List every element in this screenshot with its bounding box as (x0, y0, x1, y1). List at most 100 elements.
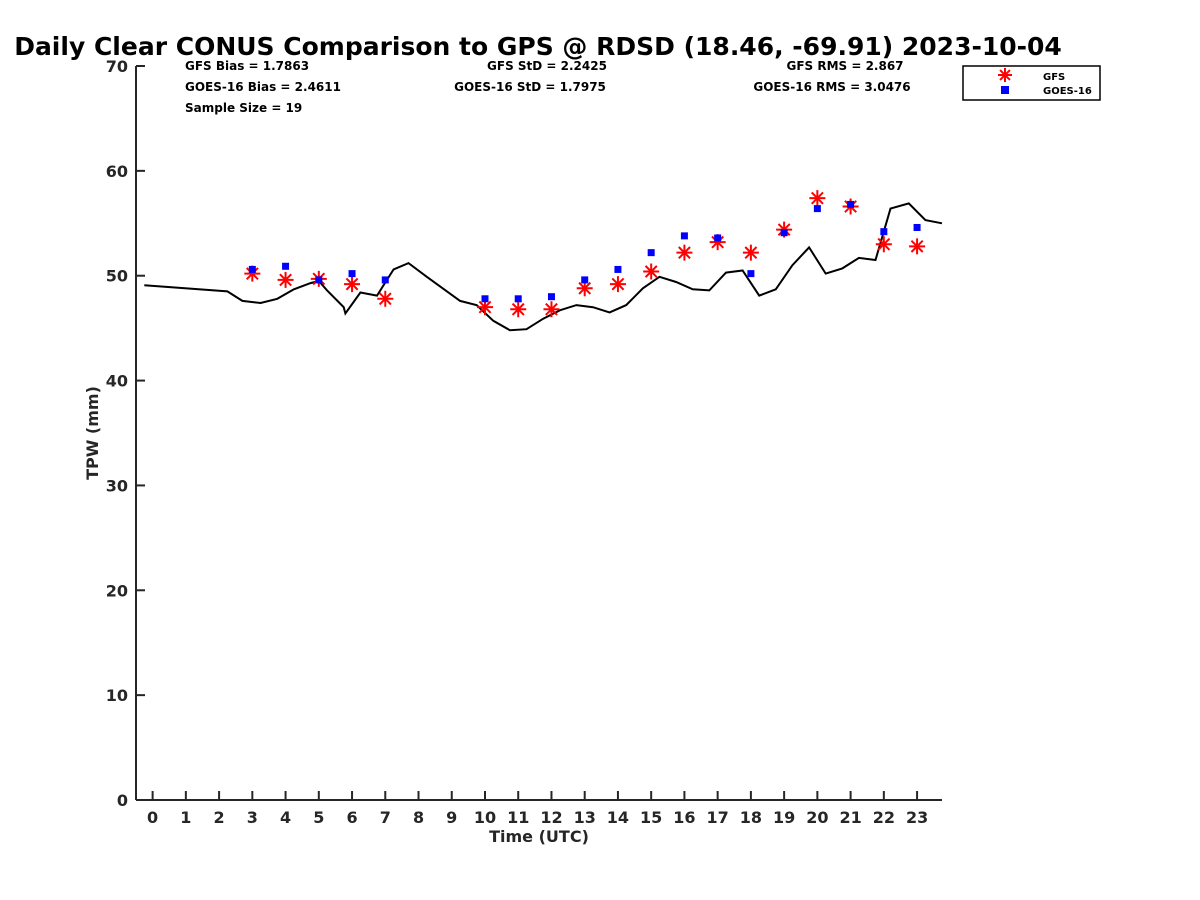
legend-gfs-label: GFS (1043, 72, 1065, 83)
asterisk-stroke (245, 267, 259, 280)
stat-goes-bias: GOES-16 Bias = 2.4611 (185, 80, 341, 94)
legend-gfs-marker (998, 68, 1012, 82)
goes16-point (381, 276, 389, 284)
gfs-point (643, 263, 660, 280)
asterisk-icon (998, 68, 1012, 82)
goes16-point (647, 249, 655, 257)
goes16-point (747, 270, 755, 278)
y-tick-label: 60 (106, 162, 128, 181)
x-tick-label: 14 (607, 808, 629, 827)
x-tick-label: 23 (906, 808, 928, 827)
stats-block: GFS Bias = 1.7863 GOES-16 Bias = 2.4611 … (185, 59, 911, 115)
asterisk-stroke (345, 277, 359, 291)
goes16-point (581, 276, 589, 284)
goes16-point (913, 223, 921, 231)
asterisk-stroke (744, 246, 758, 260)
y-tick-label: 70 (106, 57, 128, 76)
goes16-point (680, 232, 688, 240)
x-tick-label: 4 (280, 808, 291, 827)
stat-sample-size: Sample Size = 19 (185, 101, 302, 115)
asterisk-stroke (999, 69, 1011, 81)
x-tick-label: 19 (773, 808, 795, 827)
legend: GFS GOES-16 (962, 65, 1101, 101)
x-tick-label: 13 (574, 808, 596, 827)
goes16-point (714, 234, 722, 242)
goes16-point (514, 295, 522, 303)
x-tick-label: 8 (413, 808, 424, 827)
asterisk-stroke (810, 191, 824, 205)
legend-goes16-label: GOES-16 (1043, 86, 1092, 97)
asterisk-stroke (545, 302, 558, 316)
x-tick-label: 0 (147, 808, 158, 827)
goes16-point (481, 295, 489, 303)
asterisk-stroke (678, 246, 691, 260)
goes16-point (248, 265, 256, 273)
goes16-point (547, 293, 555, 301)
x-tick-label: 3 (247, 808, 258, 827)
x-tick-label: 1 (180, 808, 191, 827)
goes16-point (847, 200, 855, 208)
gfs-point (809, 190, 826, 207)
goes16-point (614, 265, 622, 273)
gfs-point (909, 238, 926, 255)
asterisk-stroke (578, 281, 592, 295)
gfs-point (609, 276, 626, 293)
y-tick-label: 0 (117, 791, 128, 810)
gfs-point (244, 265, 261, 282)
goes16-point (880, 228, 888, 236)
y-tick-label: 40 (106, 372, 128, 391)
y-tick-label: 20 (106, 581, 128, 600)
x-tick-label: 11 (507, 808, 529, 827)
goes16-point (780, 229, 788, 237)
x-tick-label: 20 (806, 808, 828, 827)
goes16-point (348, 270, 356, 278)
gfs-point (377, 290, 394, 307)
legend-goes16-marker (1001, 86, 1009, 94)
gfs-point (277, 271, 294, 288)
goes16-point (282, 262, 290, 270)
y-tick-label: 10 (106, 686, 128, 705)
stat-gfs-rms: GFS RMS = 2.867 (786, 59, 903, 73)
legend-box (962, 65, 1101, 101)
goes16-point (813, 205, 821, 213)
series-gfs (244, 190, 926, 318)
x-tick-label: 21 (839, 808, 861, 827)
stat-goes-std: GOES-16 StD = 1.7975 (454, 80, 606, 94)
asterisk-stroke (478, 300, 492, 314)
asterisk-stroke (910, 239, 924, 253)
gfs-point (676, 244, 693, 261)
x-tick-label: 22 (873, 808, 895, 827)
gfs-point (510, 301, 527, 318)
stat-goes-rms: GOES-16 RMS = 3.0476 (753, 80, 910, 94)
x-tick-label: 2 (214, 808, 225, 827)
asterisk-stroke (511, 302, 525, 316)
x-tick-label: 12 (540, 808, 562, 827)
goes16-point (315, 276, 323, 284)
y-tick-label: 30 (106, 476, 128, 495)
gfs-point (875, 236, 892, 253)
gfs-point (742, 244, 759, 261)
gfs-point (543, 301, 560, 318)
x-tick-label: 10 (474, 808, 496, 827)
gps-line (144, 202, 943, 332)
x-tick-label: 9 (446, 808, 457, 827)
x-tick-label: 5 (313, 808, 324, 827)
x-tick-label: 17 (707, 808, 729, 827)
x-tick-label: 6 (346, 808, 357, 827)
series-goes16 (248, 200, 921, 303)
gfs-point (344, 276, 361, 293)
x-tick-label: 18 (740, 808, 762, 827)
stat-gfs-bias: GFS Bias = 1.7863 (185, 59, 309, 73)
asterisk-stroke (378, 292, 392, 306)
chart-title: Daily Clear CONUS Comparison to GPS @ RD… (14, 32, 1062, 61)
y-axis-label: TPW (mm) (83, 386, 102, 480)
stat-gfs-std: GFS StD = 2.2425 (487, 59, 607, 73)
y-tick-label: 50 (106, 267, 128, 286)
x-tick-label: 15 (640, 808, 662, 827)
asterisk-stroke (644, 265, 658, 278)
series-gps-line (144, 202, 943, 332)
asterisk-stroke (711, 235, 725, 249)
